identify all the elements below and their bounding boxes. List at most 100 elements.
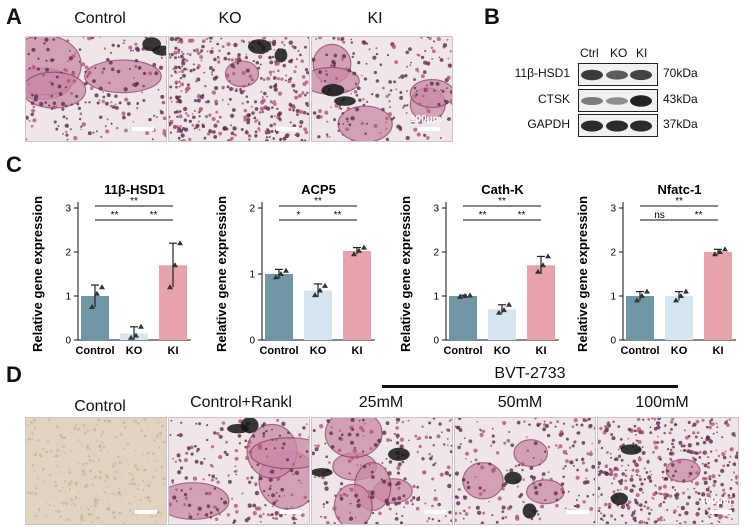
chart-sig-label: ** [334,210,342,221]
chart-data-point [673,297,679,303]
micrograph-texture [169,37,309,141]
chart-sig-label: ** [695,210,703,221]
chart-category-label: KO [126,345,143,357]
chart-ytick-label: 0 [65,336,71,347]
chart-ytick-label: 2 [610,248,616,259]
chart-bar [304,290,332,340]
chart-category-label: Control [75,345,114,357]
chart-data-point [94,290,100,296]
chart-sig-label: ns [654,210,665,221]
chart-ytick-label: 1 [249,270,255,281]
chart-ytick-label: 1 [65,292,71,303]
chart-data-point [167,284,173,290]
chart-title: 11β-HSD1 [104,182,165,197]
chart-ytick-label: 2 [249,204,255,215]
micrograph-texture [169,418,309,524]
blot-lane-ki: KI [636,46,648,60]
panel-d-label-50mm: 50mM [497,394,543,411]
scale-bar-d-control [135,510,157,514]
bar-charts-panel-c: 11β-HSD1 Relative gene expression 0 1 2 3 Cont… [30,182,736,357]
chart-category-label: Control [259,345,298,357]
blot-size-hsd1: 70kDa [663,66,698,80]
blot-lane-ko: KO [610,46,628,60]
chart-category-label: KI [713,345,724,357]
chart-bar [265,274,293,340]
chart-bar [626,296,654,340]
blot-lane-ctrl: Ctrl [580,46,599,60]
chart-data-point [278,271,284,276]
blot-band [581,120,603,132]
scale-label-d: 100μm [700,496,732,507]
panel-d-label-100mm: 100mM [635,394,689,411]
chart-data-point [99,284,105,290]
chart-data-point [639,293,645,298]
chart-data-point [501,307,507,313]
micrograph-a-ko [168,36,310,142]
scale-bar-a-ko [276,127,298,131]
micrograph-texture [598,418,738,524]
chart-data-point [177,240,183,246]
chart-ytick-label: 2 [433,248,439,259]
micrograph-d-control [25,417,167,525]
chart-data-point [540,262,546,268]
chart-ylabel: Relative gene expression [30,196,45,352]
chart-title: Nfatc-1 [657,182,701,197]
scale-bar-d-100mm [710,510,732,514]
chart-data-point [89,304,95,309]
chart-data-point [496,309,502,315]
chart-data-point [172,262,178,268]
micrograph-texture [312,418,452,524]
blot-band [630,120,652,132]
micrograph-a-ki [311,36,453,142]
chart-ylabel: Relative gene expression [214,196,229,352]
chart-sig-label: ** [479,210,487,221]
bvt-bracket-line [382,385,678,388]
chart-data-point [506,301,512,307]
blot-bands-svg [581,95,652,107]
micrograph-texture [312,37,452,141]
chart-category-label: KI [168,345,179,357]
micrograph-d-100mm [597,417,739,525]
chart-data-point [356,247,362,253]
chart-data-point [133,332,139,338]
chart-data-point [678,293,684,298]
chart-sig-label: ** [111,210,119,221]
blot-band [581,69,603,81]
chart-ytick-label: 2 [65,248,71,259]
panel-d-label-25mm: 25mM [358,394,404,411]
micrograph-d-25mm [311,417,453,525]
blot-label-hsd1: 11β-HSD1 [514,66,570,80]
chart-title: ACP5 [301,182,336,197]
chart-category-label: KO [671,345,688,357]
chart-sig-label: ** [130,196,138,207]
chart-category-label: KO [494,345,511,357]
blot-size-ctsk: 43kDa [663,92,698,106]
chart-ytick-label: 1 [610,292,616,303]
chart-data-point [717,249,723,254]
blot-label-gapdh: GAPDH [527,117,570,131]
chart-data-point [351,251,357,257]
chart-data-point [361,244,367,250]
chart-bar [704,252,732,340]
chart-ytick-label: 0 [249,336,255,347]
chart-title: Cath-K [481,182,524,197]
chart-data-point [138,323,144,329]
chart-ylabel: Relative gene expression [398,196,413,352]
panel-letter-c: C [6,152,22,177]
chart-data-point [712,251,718,257]
chart-category-label: KO [310,345,327,357]
chart-data-point [457,293,463,299]
chart-category-label: KI [352,345,363,357]
scale-bar-d-25mm [424,510,446,514]
chart-ylabel: Relative gene expression [575,196,590,352]
panel-d-label-control-rankl: Control+Rankl [190,394,292,411]
chart-data-point [467,292,473,298]
chart-bar [343,250,371,340]
chart-sig-label: ** [314,196,322,207]
chart-bar [449,296,477,340]
micrograph-texture [455,418,595,524]
chart-data-point [722,246,728,252]
micrograph-a-control [25,36,167,142]
panel-a-label-ki: KI [367,10,383,27]
bvt-label: BVT-2733 [494,365,566,382]
